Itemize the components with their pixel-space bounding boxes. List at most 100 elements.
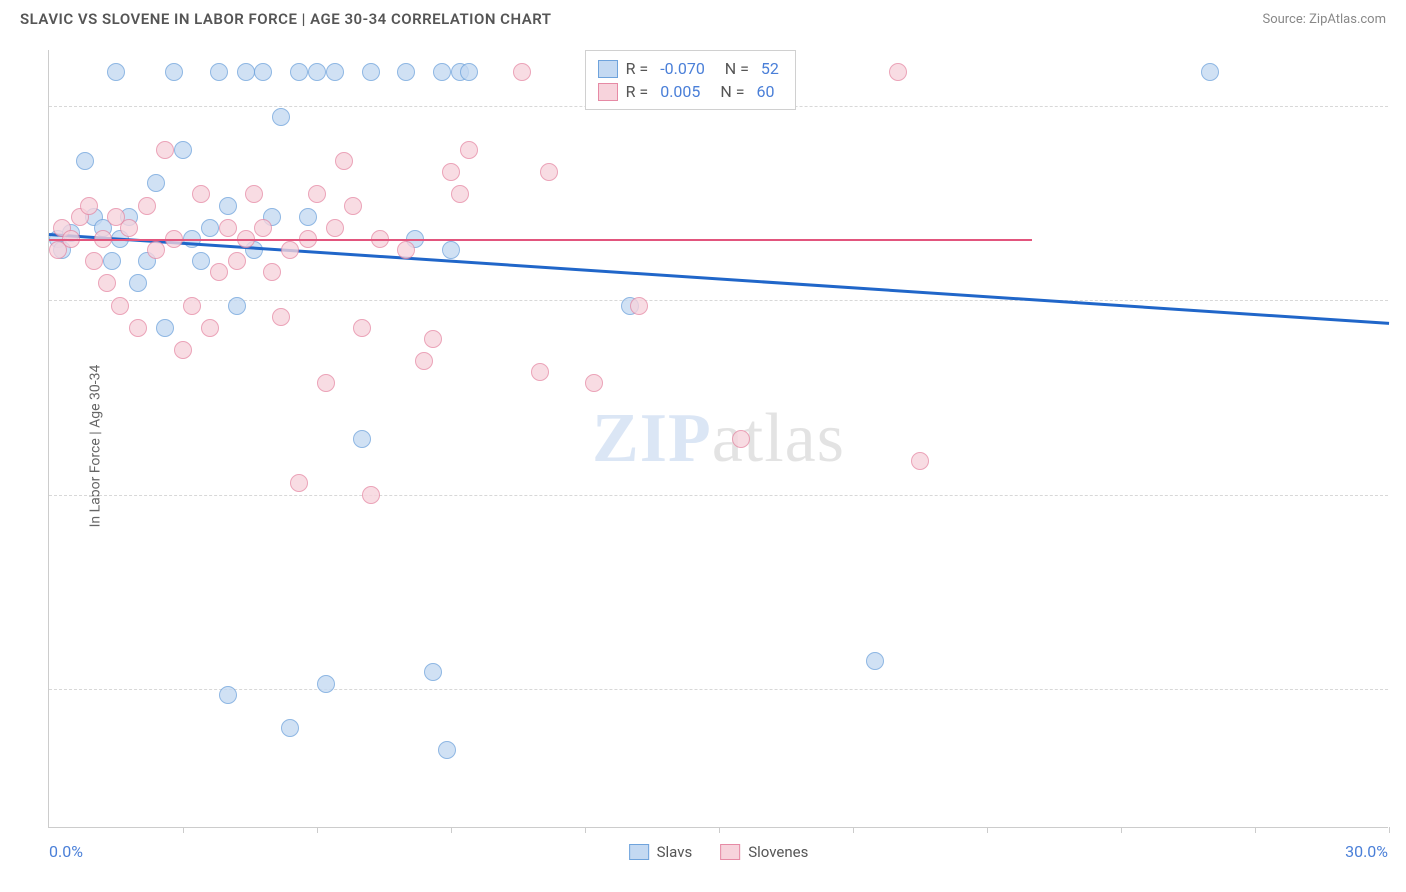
data-point <box>362 63 380 81</box>
n-value: 60 <box>753 82 779 101</box>
data-point <box>326 219 344 237</box>
data-point <box>174 141 192 159</box>
data-point <box>138 197 156 215</box>
x-tick <box>451 827 452 833</box>
data-point <box>228 297 246 315</box>
stats-legend-row: R =0.005 N =60 <box>598 80 783 103</box>
data-point <box>344 197 362 215</box>
data-point <box>415 352 433 370</box>
data-point <box>281 241 299 259</box>
chart-container: ZIPatlas 100.0%82.5%65.0%47.5% R = -0.070… <box>48 50 1388 828</box>
data-point <box>107 63 125 81</box>
data-point <box>460 141 478 159</box>
data-point <box>397 241 415 259</box>
data-point <box>732 430 750 448</box>
r-value: -0.070 <box>656 59 709 78</box>
data-point <box>219 197 237 215</box>
grid-line <box>49 300 1388 301</box>
data-point <box>335 152 353 170</box>
data-point <box>85 252 103 270</box>
data-point <box>210 263 228 281</box>
chart-source: Source: ZipAtlas.com <box>1262 12 1386 27</box>
r-value: 0.005 <box>656 82 704 101</box>
data-point <box>889 63 907 81</box>
x-tick <box>183 827 184 833</box>
data-point <box>585 374 603 392</box>
n-label: N = <box>717 59 749 78</box>
trend-line <box>49 233 1389 324</box>
source-value: ZipAtlas.com <box>1309 12 1386 27</box>
data-point <box>156 141 174 159</box>
x-tick <box>1121 827 1122 833</box>
x-tick <box>1255 827 1256 833</box>
data-point <box>424 663 442 681</box>
data-point <box>76 152 94 170</box>
x-tick <box>317 827 318 833</box>
x-tick <box>853 827 854 833</box>
data-point <box>263 263 281 281</box>
data-point <box>129 274 147 292</box>
x-tick <box>1389 827 1390 833</box>
data-point <box>80 197 98 215</box>
watermark: ZIPatlas <box>592 399 845 479</box>
data-point <box>531 363 549 381</box>
x-tick <box>987 827 988 833</box>
data-point <box>513 63 531 81</box>
data-point <box>272 308 290 326</box>
data-point <box>308 185 326 203</box>
data-point <box>299 208 317 226</box>
data-point <box>183 297 201 315</box>
legend-swatch-icon <box>598 60 618 78</box>
data-point <box>362 486 380 504</box>
plot-area: ZIPatlas 100.0%82.5%65.0%47.5% <box>49 50 1388 827</box>
data-point <box>540 163 558 181</box>
data-point <box>219 686 237 704</box>
data-point <box>210 63 228 81</box>
stats-legend-row: R =-0.070 N =52 <box>598 57 783 80</box>
data-point <box>156 319 174 337</box>
legend-swatch-icon <box>720 844 740 860</box>
grid-line <box>49 495 1388 496</box>
grid-line <box>49 689 1388 690</box>
data-point <box>866 652 884 670</box>
data-point <box>317 675 335 693</box>
data-point <box>174 341 192 359</box>
data-point <box>254 63 272 81</box>
data-point <box>308 63 326 81</box>
data-point <box>460 63 478 81</box>
y-tick-label: 65.0% <box>1398 508 1406 526</box>
data-point <box>1201 63 1219 81</box>
data-point <box>353 319 371 337</box>
data-point <box>147 241 165 259</box>
data-point <box>438 741 456 759</box>
r-label: R = <box>626 59 649 78</box>
trend-line <box>49 239 1032 241</box>
legend-swatch-icon <box>629 844 649 860</box>
x-axis-max-label: 30.0% <box>1345 842 1388 861</box>
data-point <box>451 185 469 203</box>
data-point <box>281 719 299 737</box>
chart-header: SLAVIC VS SLOVENE IN LABOR FORCE | AGE 3… <box>0 0 1406 36</box>
data-point <box>317 374 335 392</box>
legend-label: Slavs <box>657 843 693 861</box>
data-point <box>103 252 121 270</box>
data-point <box>254 219 272 237</box>
data-point <box>245 185 263 203</box>
data-point <box>201 319 219 337</box>
x-tick <box>719 827 720 833</box>
data-point <box>98 274 116 292</box>
source-label: Source: <box>1262 12 1309 27</box>
data-point <box>911 452 929 470</box>
data-point <box>424 330 442 348</box>
data-point <box>442 163 460 181</box>
data-point <box>228 252 246 270</box>
r-label: R = <box>626 82 649 101</box>
stats-legend: R =-0.070 N =52R =0.005 N =60 <box>585 50 796 110</box>
data-point <box>129 319 147 337</box>
legend-label: Slovenes <box>748 843 808 861</box>
legend-item: Slovenes <box>720 843 808 861</box>
data-point <box>326 63 344 81</box>
data-point <box>120 219 138 237</box>
data-point <box>111 297 129 315</box>
data-point <box>397 63 415 81</box>
